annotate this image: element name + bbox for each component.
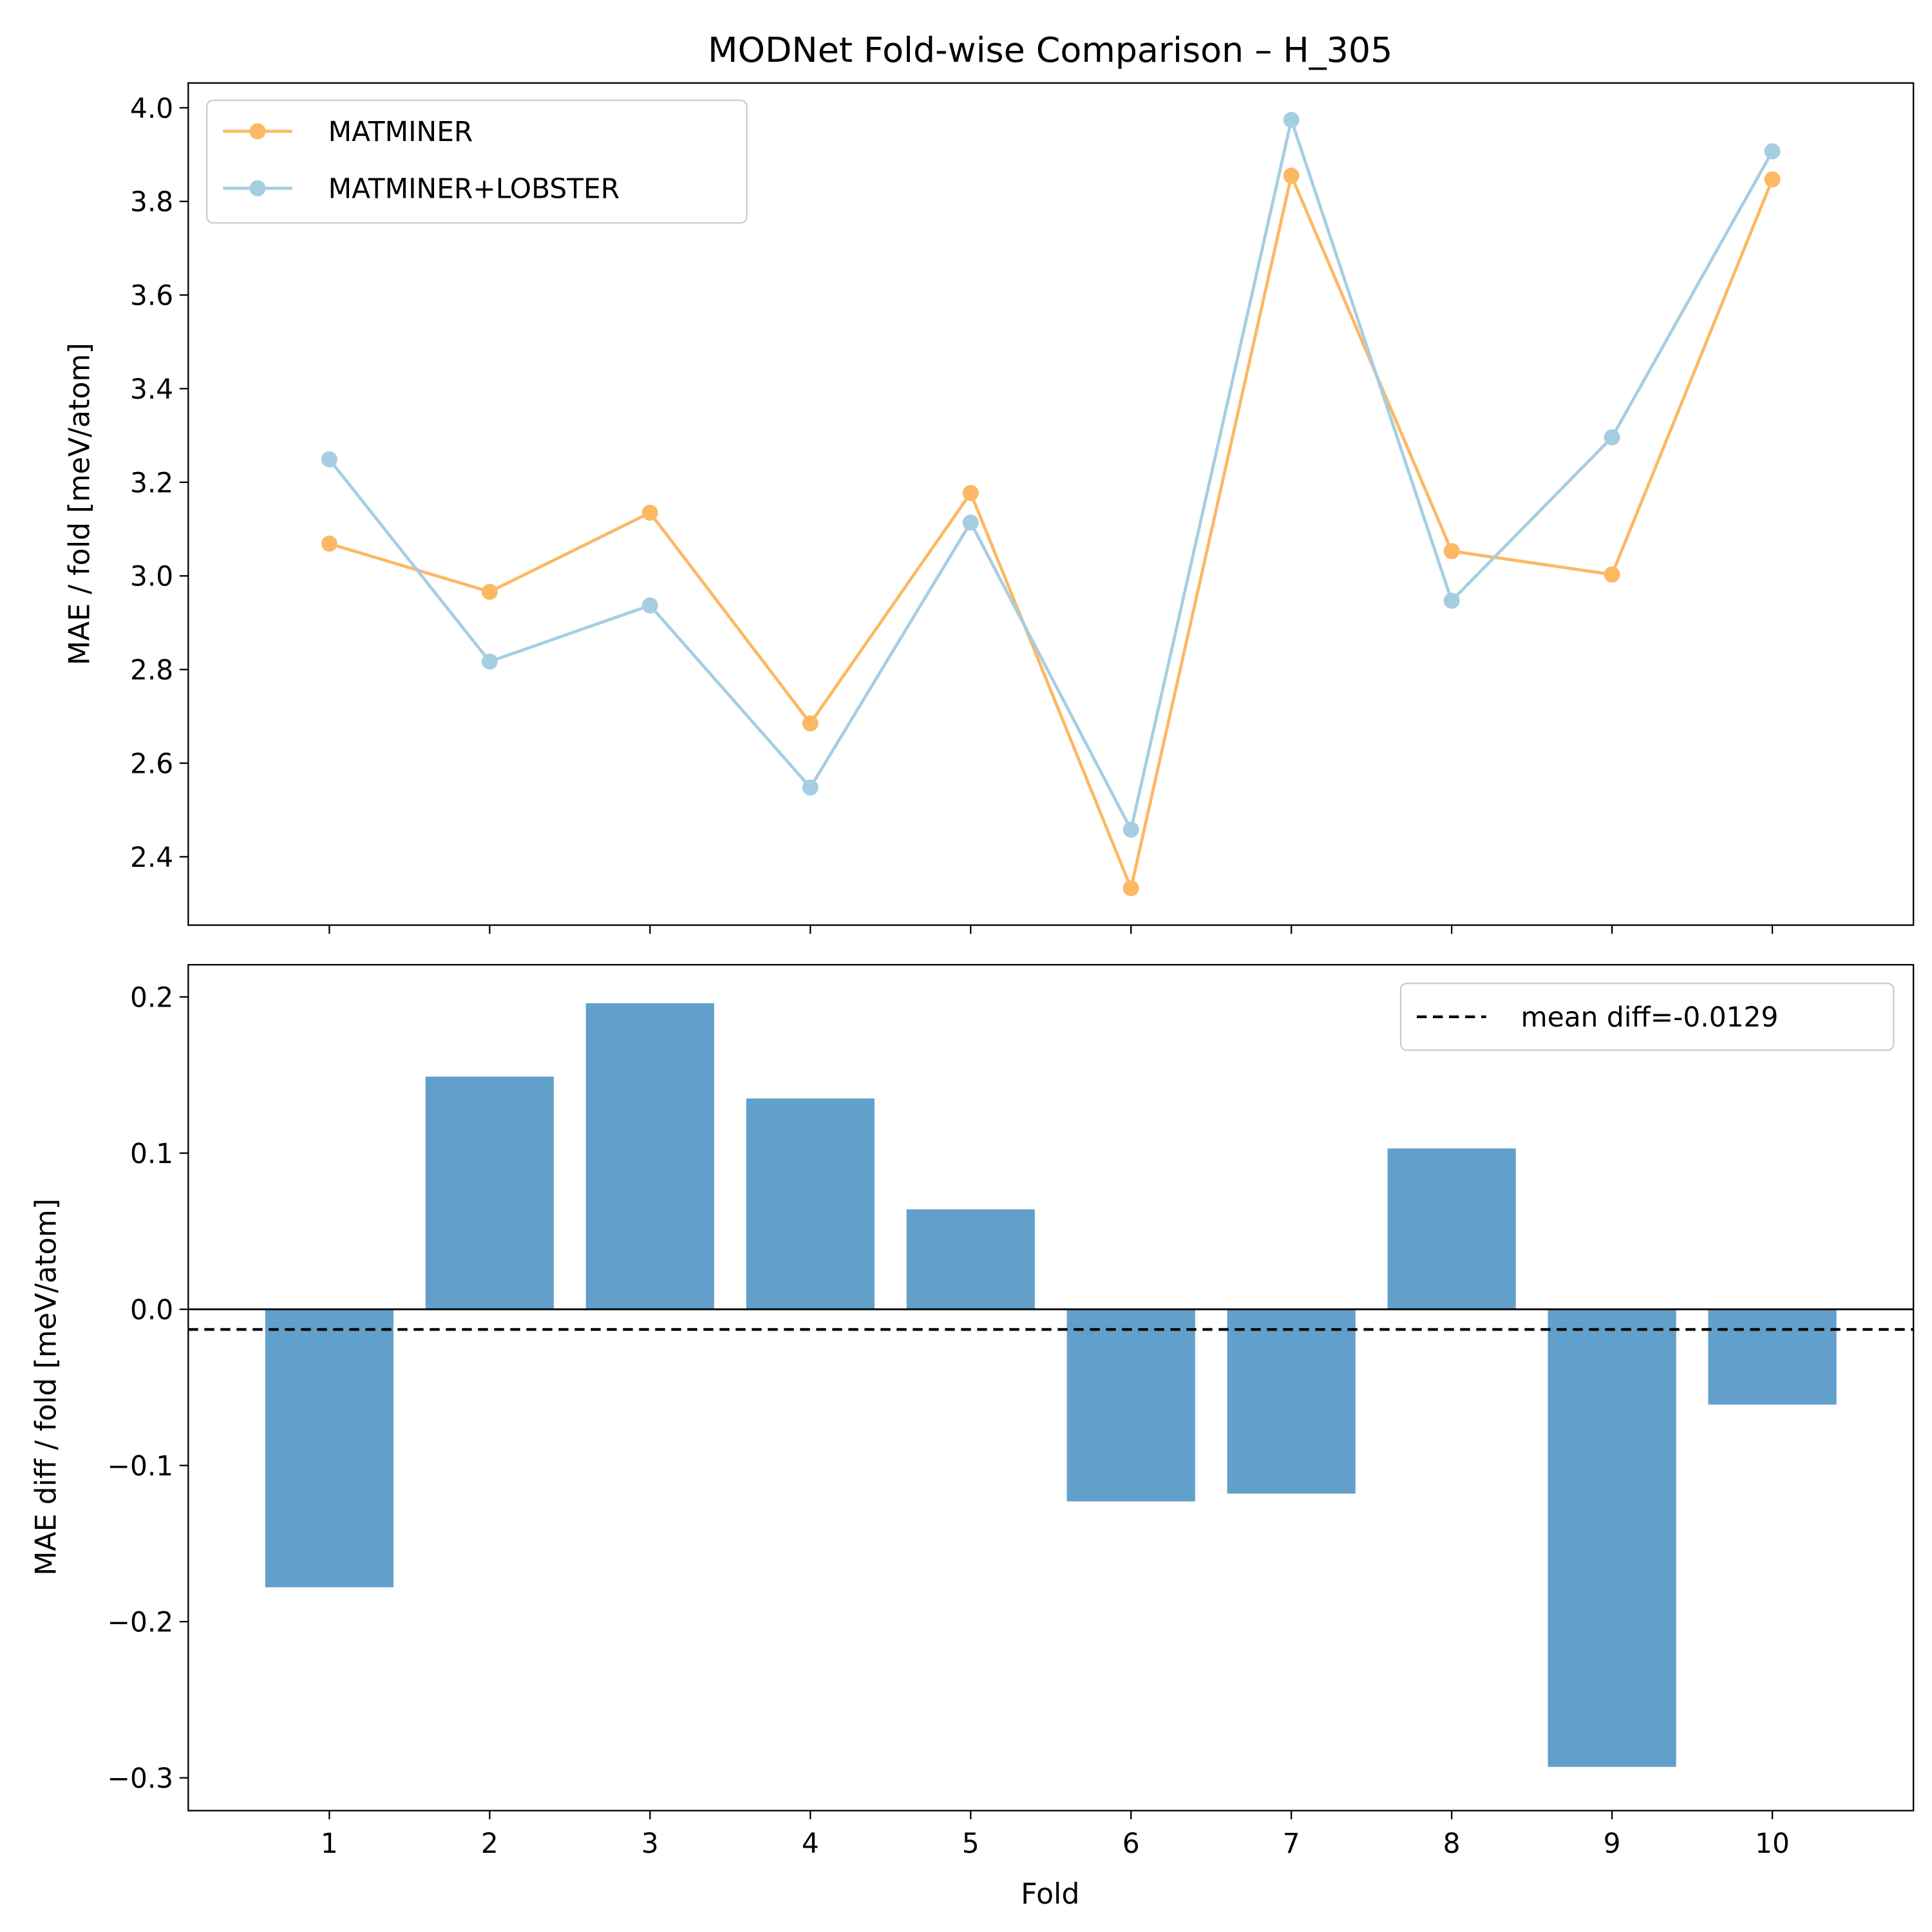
bottom-axes: 1 2 3 4 5 6 7 8 9 10 −0.3 −0.2 −0.1 0.0 0.1 0.2 mean dif… bbox=[108, 963, 1915, 1859]
legend-label: MATMINER bbox=[328, 116, 473, 147]
data-point bbox=[481, 653, 498, 670]
data-point bbox=[1764, 143, 1781, 160]
x-tick-label: 1 bbox=[321, 1828, 338, 1859]
x-tick-label: 8 bbox=[1443, 1828, 1461, 1859]
y-tick-label: 2.6 bbox=[130, 748, 173, 779]
data-point bbox=[321, 535, 337, 552]
y-tick-label: 3.0 bbox=[130, 561, 173, 592]
y-tick-label: 0.0 bbox=[130, 1294, 173, 1325]
data-point bbox=[1764, 171, 1781, 188]
data-point bbox=[1122, 880, 1139, 896]
data-point bbox=[1604, 429, 1620, 446]
x-axis-label: Fold bbox=[1021, 1878, 1079, 1911]
data-point bbox=[802, 779, 819, 796]
data-point bbox=[1283, 111, 1300, 128]
x-tick-label: 3 bbox=[641, 1828, 659, 1859]
series-line-0 bbox=[328, 170, 1774, 894]
legend-box bbox=[205, 99, 748, 224]
y-tick-label: 2.8 bbox=[130, 654, 173, 686]
bar bbox=[1548, 1309, 1676, 1767]
x-tick-label: 10 bbox=[1755, 1828, 1790, 1859]
x-tick-label: 5 bbox=[962, 1828, 980, 1859]
bar bbox=[425, 1076, 554, 1310]
bottom-y-axis-label: MAE diff / fold [meV/atom] bbox=[30, 1198, 63, 1576]
chart-title: MODNet Fold-wise Comparison – H_305 bbox=[708, 30, 1392, 70]
y-tick-label: −0.1 bbox=[108, 1450, 174, 1482]
y-tick-label: 3.2 bbox=[130, 467, 173, 498]
legend-label: mean diff=-0.0129 bbox=[1521, 1001, 1779, 1033]
data-point bbox=[962, 514, 979, 531]
x-tick-label: 2 bbox=[481, 1828, 498, 1859]
legend-marker bbox=[249, 180, 266, 196]
y-tick-label: 0.2 bbox=[130, 981, 173, 1013]
y-tick-label: −0.2 bbox=[108, 1606, 174, 1638]
data-point bbox=[1604, 566, 1620, 583]
data-point bbox=[641, 597, 658, 614]
data-point bbox=[481, 583, 498, 600]
y-tick-label: 3.6 bbox=[130, 280, 173, 312]
y-tick-label: 2.4 bbox=[130, 842, 173, 873]
y-tick-label: −0.3 bbox=[108, 1763, 174, 1794]
x-tick-label: 7 bbox=[1283, 1828, 1300, 1859]
data-point bbox=[1443, 592, 1460, 609]
bar bbox=[1387, 1148, 1516, 1310]
x-tick-label: 4 bbox=[802, 1828, 819, 1859]
y-tick-label: 3.4 bbox=[130, 374, 173, 405]
data-point bbox=[802, 715, 819, 732]
y-tick-label: 0.1 bbox=[130, 1138, 173, 1170]
series-line-1 bbox=[328, 114, 1774, 835]
top-y-axis-label: MAE / fold [meV/atom] bbox=[63, 343, 96, 665]
legend-box bbox=[1399, 982, 1895, 1051]
top-axes: 2.4 2.6 2.8 3.0 3.2 3.4 3.6 3.8 4.0 MATMINER MATMI… bbox=[130, 82, 1915, 934]
x-tick-label: 6 bbox=[1122, 1828, 1140, 1859]
bar bbox=[585, 1003, 714, 1310]
x-tick-label: 9 bbox=[1604, 1828, 1621, 1859]
bar bbox=[906, 1209, 1035, 1310]
legend-label: MATMINER+LOBSTER bbox=[328, 173, 620, 205]
data-point bbox=[1283, 167, 1300, 184]
bar bbox=[1066, 1309, 1195, 1502]
axes-frame bbox=[187, 963, 1915, 1812]
data-point bbox=[1443, 543, 1460, 560]
bar bbox=[1708, 1309, 1837, 1405]
bar bbox=[746, 1098, 875, 1310]
data-point bbox=[321, 451, 337, 468]
bar bbox=[1227, 1309, 1356, 1494]
data-point bbox=[1122, 821, 1139, 838]
y-tick-label: 3.8 bbox=[130, 186, 173, 218]
bar bbox=[265, 1309, 393, 1587]
data-point bbox=[641, 504, 658, 521]
legend-marker bbox=[249, 123, 266, 140]
axes-frame bbox=[187, 82, 1915, 926]
y-tick-label: 4.0 bbox=[130, 93, 173, 124]
data-point bbox=[962, 485, 979, 502]
